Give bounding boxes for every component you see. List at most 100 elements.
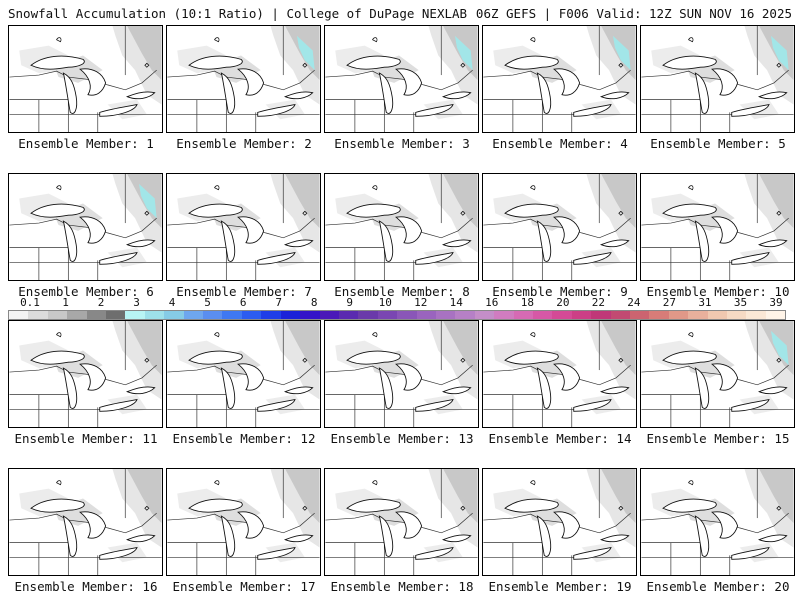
ensemble-member-label: Ensemble Member: 15 <box>646 431 790 446</box>
ensemble-member-label: Ensemble Member: 11 <box>14 431 158 446</box>
ensemble-map-panel <box>8 173 163 281</box>
legend-tick-label: 2 <box>97 296 105 309</box>
ensemble-map-panel <box>640 173 795 281</box>
ensemble-member-label: Ensemble Member: 20 <box>646 579 790 594</box>
legend-tick-label: 27 <box>662 296 677 309</box>
ensemble-map-panel <box>166 320 321 428</box>
legend-tick-label: 5 <box>204 296 211 309</box>
ensemble-member-label: Ensemble Member: 14 <box>488 431 632 446</box>
legend-tick-label: 4 <box>168 296 176 309</box>
legend-tick-label: 22 <box>591 296 605 309</box>
legend-swatch <box>630 311 650 319</box>
legend-swatch <box>474 311 495 319</box>
legend-tick-label: 10 <box>378 296 392 309</box>
legend-swatch <box>280 311 301 319</box>
snowfall-legend: 0.1 1 2 3 4 5 6 7 8 9 10 12 14 16 18 20 22 24 27 31 35 39 <box>8 296 786 320</box>
legend-swatch <box>494 311 514 319</box>
legend-swatch <box>144 311 165 319</box>
legend-swatch <box>610 311 630 319</box>
ensemble-map-panel <box>8 468 163 576</box>
ensemble-map-panel <box>324 320 479 428</box>
legend-swatch <box>649 311 669 319</box>
ensemble-member-label: Ensemble Member: 17 <box>172 579 316 594</box>
ensemble-map-panel <box>8 25 163 133</box>
legend-tick-label: 0.1 <box>20 296 40 309</box>
legend-color-bar <box>8 310 786 320</box>
legend-swatch <box>707 311 728 319</box>
legend-tick-label: 8 <box>310 296 318 309</box>
ensemble-member-label: Ensemble Member: 8 <box>334 284 470 299</box>
legend-tick-label: 35 <box>733 296 748 309</box>
ensemble-member-label: Ensemble Member: 7 <box>176 284 312 299</box>
legend-swatch <box>416 311 436 319</box>
legend-swatch <box>319 311 339 319</box>
ensemble-member-label: Ensemble Member: 3 <box>334 136 470 151</box>
ensemble-map-panel <box>482 25 637 133</box>
legend-tick-label: 1 <box>62 296 69 309</box>
ensemble-map-panel <box>324 25 479 133</box>
legend-swatch <box>86 311 107 319</box>
legend-tick-label: 6 <box>239 296 247 309</box>
legend-tick-label: 12 <box>414 296 428 309</box>
legend-swatch <box>358 311 378 319</box>
legend-tick-label: 24 <box>627 296 641 309</box>
ensemble-member-label: Ensemble Member: 12 <box>172 431 316 446</box>
legend-swatch <box>300 311 320 319</box>
ensemble-map-panel <box>8 320 163 428</box>
ensemble-member-label: Ensemble Member: 13 <box>330 431 474 446</box>
legend-swatch <box>591 311 611 319</box>
legend-tick-label: 16 <box>485 296 499 309</box>
legend-swatch <box>727 311 747 319</box>
legend-tick-label: 14 <box>449 296 463 309</box>
ensemble-member-label: Ensemble Member: 19 <box>488 579 632 594</box>
legend-tick-label: 18 <box>520 296 534 309</box>
ensemble-member-label: Ensemble Member: 6 <box>18 284 154 299</box>
ensemble-map-panel <box>166 173 321 281</box>
legend-swatch <box>435 311 456 319</box>
ensemble-map-panel <box>482 468 637 576</box>
legend-swatch <box>183 311 204 319</box>
legend-swatch <box>513 311 533 319</box>
legend-tick-label: 3 <box>133 296 140 309</box>
legend-tick-label: 9 <box>346 296 354 309</box>
legend-swatch <box>261 311 281 319</box>
ensemble-map-panel <box>324 468 479 576</box>
legend-swatch <box>746 311 766 319</box>
legend-tick-label: 31 <box>698 296 712 309</box>
legend-tick-label: 39 <box>769 296 783 309</box>
legend-swatch <box>106 311 126 319</box>
ensemble-member-label: Ensemble Member: 5 <box>650 136 786 151</box>
legend-swatch <box>765 311 786 319</box>
legend-swatch <box>241 311 262 319</box>
legend-swatch <box>9 311 29 319</box>
ensemble-map-panel <box>166 468 321 576</box>
legend-swatch <box>338 311 359 319</box>
ensemble-map-panel <box>166 25 321 133</box>
legend-swatch <box>203 311 223 319</box>
legend-swatch <box>552 311 572 319</box>
legend-swatch <box>455 311 475 319</box>
legend-swatch <box>571 311 592 319</box>
ensemble-member-label: Ensemble Member: 18 <box>330 579 474 594</box>
ensemble-map-panel <box>640 468 795 576</box>
legend-swatch <box>67 311 87 319</box>
ensemble-map-panel <box>640 320 795 428</box>
legend-swatch <box>125 311 145 319</box>
run-info: 06Z GEFS | F006 Valid: 12Z SUN NOV 16 20… <box>475 6 792 21</box>
ensemble-map-panel <box>324 173 479 281</box>
legend-swatch <box>377 311 398 319</box>
ensemble-member-label: Ensemble Member: 10 <box>646 284 790 299</box>
ensemble-map-panel <box>482 173 637 281</box>
legend-swatch <box>668 311 689 319</box>
ensemble-map-panel <box>640 25 795 133</box>
ensemble-member-label: Ensemble Member: 9 <box>492 284 628 299</box>
ensemble-member-label: Ensemble Member: 16 <box>14 579 158 594</box>
ensemble-member-label: Ensemble Member: 4 <box>492 136 628 151</box>
legend-swatch <box>688 311 708 319</box>
legend-tick-label: 7 <box>275 296 282 309</box>
legend-swatch <box>397 311 417 319</box>
legend-swatch <box>47 311 68 319</box>
legend-swatch <box>532 311 553 319</box>
legend-swatch <box>28 311 48 319</box>
ensemble-map-panel <box>482 320 637 428</box>
